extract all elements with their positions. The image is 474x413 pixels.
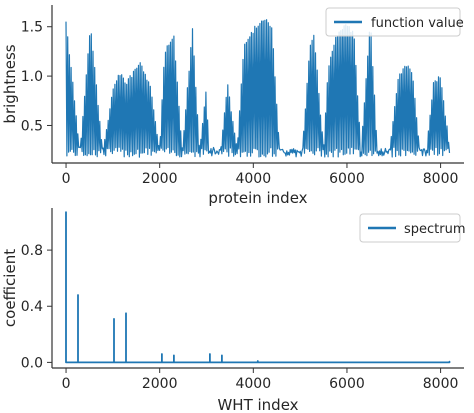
- bottom-x-tick-label: 4000: [235, 376, 271, 392]
- bottom-x-tick-label: 2000: [142, 376, 178, 392]
- top-x-tick-label: 0: [62, 171, 71, 187]
- bottom-legend-label: spectrum: [404, 222, 466, 237]
- top-legend-label: function value: [371, 16, 464, 31]
- bottom-x-axis-title: WHT index: [217, 396, 298, 413]
- top-y-axis-title: brightness: [1, 44, 19, 123]
- bottom-x-tick-label: 0: [62, 376, 71, 392]
- top-legend: function value: [325, 7, 464, 37]
- bottom-legend-box: [359, 213, 461, 243]
- top-y-tick-label: 1.0: [21, 69, 43, 85]
- bottom-y-tick-label: 0.0: [21, 355, 43, 371]
- top-x-tick-label: 2000: [142, 171, 178, 187]
- top-x-tick-label: 4000: [235, 171, 271, 187]
- bottom-series-line: [65, 211, 451, 364]
- bottom-y-tick-label: 0.8: [21, 243, 43, 259]
- top-y-tick-label: 0.5: [21, 118, 43, 134]
- bottom-x-tick-label: 6000: [329, 376, 365, 392]
- bottom-legend: spectrum: [359, 213, 466, 243]
- spectrum-panel: 0 2000 4000 6000 8000 0.0 0.4 0.8 spectrum WHT …: [1, 208, 466, 413]
- top-x-axis-title: protein index: [208, 189, 307, 207]
- top-x-tick-label: 8000: [423, 171, 459, 187]
- bottom-x-tick-label: 8000: [423, 376, 459, 392]
- bottom-y-tick-label: 0.4: [21, 299, 43, 315]
- function-value-panel: 0 2000 4000 6000 8000 0.5 1.0 1.5 function valu…: [1, 5, 464, 207]
- bottom-y-axis-title: coefficient: [1, 249, 19, 327]
- top-legend-box: [325, 7, 461, 37]
- top-series-line: [65, 19, 451, 158]
- top-x-tick-label: 6000: [329, 171, 365, 187]
- top-y-tick-label: 1.5: [21, 20, 43, 36]
